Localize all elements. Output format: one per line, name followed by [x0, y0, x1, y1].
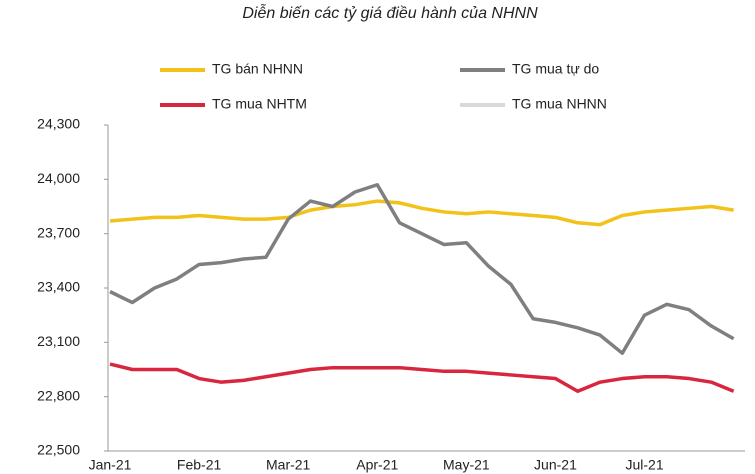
series-line — [109, 183, 735, 355]
chart-title: Diễn biến các tỷ giá điều hành của NHNN — [242, 3, 538, 22]
x-tick-label: May-21 — [443, 457, 490, 473]
x-tick-label: Apr-21 — [356, 457, 398, 473]
x-tick-label: Jul-21 — [625, 457, 663, 473]
legend-label: TG mua NHNN — [512, 96, 607, 112]
y-tick-label: 23,100 — [37, 333, 80, 349]
x-tick-label: Mar-21 — [266, 457, 311, 473]
legend-label: TG mua tự do — [512, 61, 599, 77]
y-tick-label: 24,300 — [37, 116, 80, 132]
y-tick-label: 23,700 — [37, 224, 80, 240]
x-tick-label: Feb-21 — [177, 457, 222, 473]
legend-label: TG bán NHNN — [212, 61, 303, 77]
series-line — [109, 362, 735, 393]
x-tick-label: Jun-21 — [534, 457, 577, 473]
y-tick-label: 24,000 — [37, 170, 80, 186]
y-tick-label: 22,800 — [37, 387, 80, 403]
y-tick-label: 23,400 — [37, 279, 80, 295]
x-tick-label: Jan-21 — [89, 457, 132, 473]
y-tick-label: 22,500 — [37, 442, 80, 458]
series-line — [109, 199, 734, 227]
legend-label: TG mua NHTM — [212, 96, 307, 112]
